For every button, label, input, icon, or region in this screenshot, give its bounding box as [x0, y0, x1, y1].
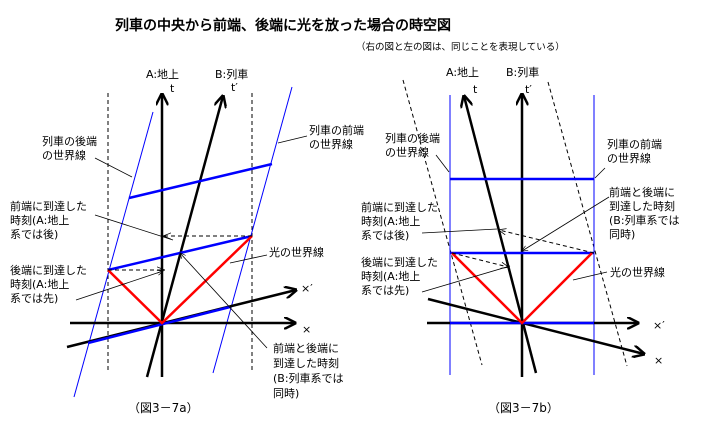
front-world-line-label: 列車の前端 [309, 123, 364, 137]
train-now-line [87, 305, 231, 345]
simultaneous-label: 前端と後端に [609, 185, 675, 199]
front-world-line-label: の世界線 [309, 137, 353, 151]
label-t-prime: t′ [231, 81, 238, 94]
leader-line [229, 254, 268, 264]
label-x: × [302, 323, 311, 336]
t-axis [464, 96, 538, 374]
rear-world-line-label: 列車の後端 [385, 131, 440, 145]
rear-arrival-label: 時刻(A:地上 [361, 269, 420, 283]
caption-right: （図3－7b） [488, 401, 559, 415]
front-arrival-projection [499, 230, 595, 254]
rear-guide-dashed [402, 79, 483, 366]
front-arrival-label: 時刻(A:地上 [10, 213, 69, 227]
front-arrival-label: 前端に到達した [10, 199, 87, 213]
rear-world-line-label: 列車の後端 [42, 134, 97, 148]
rear-world-line-label: の世界線 [42, 148, 86, 162]
rear-world-line-label: の世界線 [385, 145, 429, 159]
light-world-line-label: 光の世界線 [269, 245, 324, 259]
leader-line [277, 135, 308, 144]
label-t-prime: t′ [525, 83, 532, 96]
front-world-line-label: の世界線 [607, 151, 651, 165]
rear-arrival-label: 時刻(A:地上 [10, 277, 69, 291]
light-world-line-label: 光の世界線 [610, 265, 665, 279]
simultaneous-label: 同時) [609, 228, 635, 241]
front-arrival-label: 系では後) [361, 228, 409, 242]
front-arrival-label: 系では後) [10, 227, 58, 241]
simultaneous-label: (B:列車系では [273, 371, 344, 385]
label-t: t [170, 82, 175, 95]
diagram-left: A:地上 t B:列車 t′ ×′ × 列車の後端 の世界線 列車の前端 の世界… [10, 67, 364, 415]
caption-left: （図3－7a） [128, 401, 199, 415]
leader-line [594, 167, 606, 179]
rear-arrival-label: 系では先) [10, 292, 58, 305]
label-a-ground: A:地上 [446, 66, 479, 79]
leader-line [435, 154, 450, 173]
leader-line [421, 265, 511, 293]
label-b-train: B:列車 [506, 65, 539, 79]
page-title: 列車の中央から前端、後端に光を放った場合の時空図 [115, 17, 451, 34]
simultaneous-label: 到達した時刻 [273, 356, 339, 370]
leader-line [94, 157, 133, 178]
rear-arrival-label: 系では先) [361, 284, 409, 297]
simultaneous-label: 同時) [273, 387, 299, 400]
leader-line [522, 196, 610, 251]
page-subtitle: （右の図と左の図は、同じことを表現している） [356, 41, 565, 53]
train-simultaneity-line-upper [128, 162, 273, 200]
label-t: t [473, 83, 478, 96]
leader-line [94, 214, 174, 241]
front-world-line-label: 列車の前端 [607, 137, 662, 151]
front-guide-dashed [547, 81, 628, 367]
x-axis [427, 297, 644, 354]
diagram-right: A:地上 t B:列車 t′ ×′ × 列車の後端 の世界線 列車の前端 の世界… [361, 65, 680, 415]
label-a-ground: A:地上 [146, 68, 179, 81]
rear-world-line [73, 111, 154, 398]
simultaneous-label: (B:列車系では [609, 213, 680, 227]
leader-line [421, 228, 498, 234]
simultaneous-label: 前端と後端に [273, 341, 339, 355]
rear-arrival-label: 後端に到達した [10, 263, 87, 277]
leader-line [572, 271, 608, 281]
rear-arrival-projection [451, 252, 508, 267]
rear-arrival-label: 後端に到達した [361, 255, 438, 269]
label-x-prime: ×′ [301, 282, 313, 295]
label-x: × [654, 354, 663, 367]
label-x-prime: ×′ [653, 319, 665, 332]
front-arrival-label: 前端に到達した [361, 200, 438, 214]
light-world-lines [107, 235, 253, 325]
label-b-train: B:列車 [215, 67, 248, 81]
front-world-line [212, 86, 293, 374]
leader-line [75, 271, 163, 301]
front-arrival-label: 時刻(A:地上 [361, 214, 420, 228]
simultaneous-label: 到達した時刻 [609, 199, 675, 213]
leader-line [180, 253, 268, 349]
